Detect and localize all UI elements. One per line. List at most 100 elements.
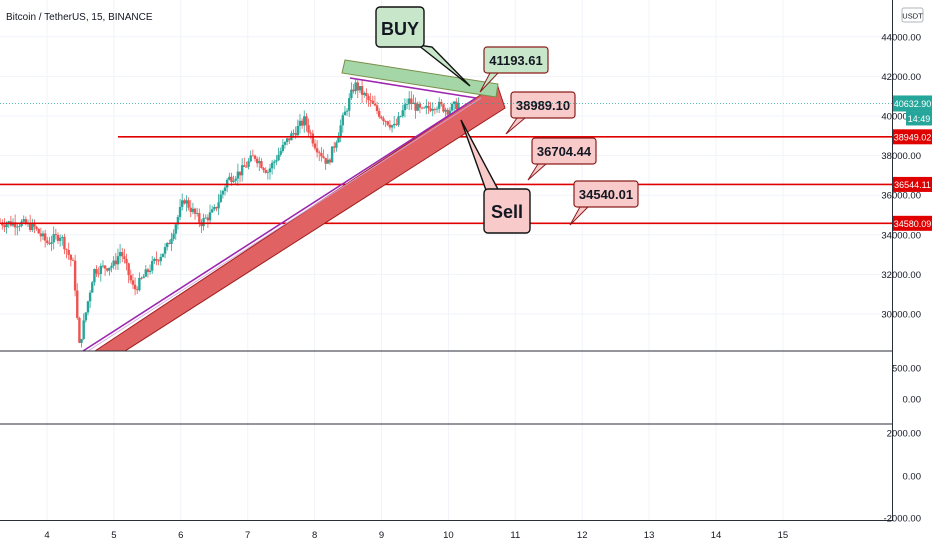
candle-body: [110, 265, 113, 268]
candle-body: [429, 108, 432, 111]
candle-body: [99, 266, 103, 274]
buy-zone-band: [341, 59, 499, 98]
candle-body: [123, 256, 126, 259]
candle-body: [129, 275, 132, 281]
candle-body: [163, 247, 167, 254]
price-tick-label: 38000.00: [881, 151, 921, 162]
candle-body: [298, 120, 302, 126]
buy-signal-label: BUY: [381, 19, 419, 39]
candle-body: [125, 258, 128, 264]
currency-label: USDT: [902, 12, 923, 21]
support-trendline-shadow: [87, 97, 482, 352]
time-axis[interactable]: 4 5 6 7 8 9 10 11 12 13 14 15: [44, 530, 788, 541]
resistance-trendline: [349, 77, 477, 99]
candle-body: [208, 212, 212, 221]
callout-value: 38989.10: [516, 98, 570, 113]
buy-bubble: [375, 6, 425, 48]
candle-body: [422, 107, 426, 109]
oscillator-tick-label: 0.00: [903, 472, 922, 483]
candle-body: [318, 152, 321, 154]
candle-body: [71, 259, 75, 261]
candle-body: [210, 209, 214, 213]
candle-body: [103, 265, 107, 269]
candle-body: [41, 233, 45, 237]
candle-body: [88, 292, 92, 302]
time-tick-label: 15: [778, 530, 789, 541]
candle-body: [335, 142, 338, 148]
candle-body: [247, 161, 250, 167]
callout-box: [510, 91, 576, 119]
candle-body: [303, 116, 306, 126]
candle-body: [433, 109, 437, 110]
candle-body: [193, 208, 197, 214]
candle-body: [245, 166, 248, 168]
candle-body: [78, 318, 81, 343]
candle-body: [328, 159, 332, 163]
price-tick-label: 40000.00: [881, 112, 921, 123]
candle-body: [84, 312, 88, 321]
candle-body: [315, 148, 319, 153]
time-tick-label: 8: [312, 530, 317, 541]
time-tick-label: 4: [44, 530, 49, 541]
candle-body: [253, 155, 257, 159]
currency-button[interactable]: USDT: [901, 7, 924, 23]
candle-body: [37, 228, 40, 234]
candle-body: [358, 86, 362, 91]
support-trendline: [82, 97, 477, 352]
candle-body: [255, 158, 259, 164]
time-tick-label: 7: [245, 530, 250, 541]
candle-body: [95, 269, 98, 274]
candle-body: [324, 157, 327, 164]
candle-body: [258, 161, 261, 164]
candle-body: [151, 261, 154, 271]
price-tick-label: 36000.00: [881, 191, 921, 202]
candle-body: [106, 268, 109, 271]
candle-body: [144, 269, 147, 277]
candle-body: [273, 161, 276, 163]
candle-body: [403, 104, 407, 111]
candle-body: [91, 282, 94, 293]
support-lines: [0, 136, 892, 225]
candle-body: [219, 194, 222, 203]
candle-body: [33, 222, 36, 227]
candle-body: [39, 233, 43, 237]
candle-body: [63, 236, 66, 250]
candle-body: [18, 225, 21, 227]
candle-body: [380, 116, 383, 119]
candle-body: [401, 110, 404, 117]
time-tick-label: 10: [443, 530, 454, 541]
candle-body: [416, 103, 419, 111]
candle-body: [217, 202, 220, 209]
candle-body: [360, 86, 364, 95]
candle-body: [3, 225, 6, 228]
candle-body: [296, 125, 300, 136]
candle-body: [397, 116, 400, 125]
callout-pointer: [527, 163, 548, 181]
candle-body: [101, 265, 105, 267]
candle-body: [281, 144, 285, 152]
candle-body: [159, 257, 162, 262]
candles: [0, 79, 460, 348]
candle-body: [35, 226, 38, 229]
callout-box: [573, 180, 639, 208]
grid: [0, 0, 892, 520]
candle-body: [228, 176, 231, 180]
price-axis[interactable]: 30000.00 32000.00 34000.00 36000.00 38000.00…: [881, 32, 921, 320]
candle-body: [131, 280, 135, 285]
candle-body: [187, 200, 190, 208]
candle-body: [140, 277, 143, 279]
candle-body: [24, 219, 28, 225]
candle-body: [116, 256, 120, 265]
candle-body: [146, 269, 150, 273]
time-tick-label: 12: [577, 530, 588, 541]
callout-box: [483, 46, 549, 74]
candle-body: [367, 96, 370, 100]
candle-body: [307, 125, 310, 133]
buy-bubble-pointer: [415, 43, 471, 87]
candle-body: [407, 98, 411, 105]
candle-body: [22, 219, 25, 222]
candle-body: [43, 233, 47, 241]
candle-body: [348, 98, 351, 111]
level-price-label: 34580.09: [894, 219, 932, 229]
